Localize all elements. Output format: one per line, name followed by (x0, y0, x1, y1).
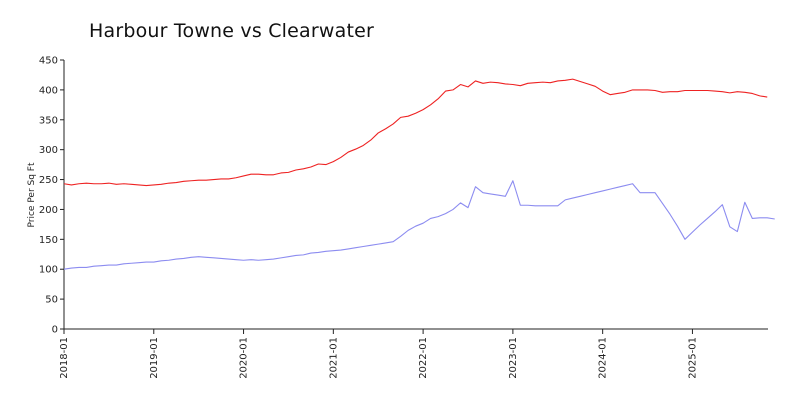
y-tick-label: 300 (39, 145, 58, 156)
chart-title: Harbour Towne vs Clearwater (89, 20, 375, 42)
axes: 0 50 100 150 200 250 300 350 400 450 2018-01 2019-0… (39, 56, 768, 379)
x-tick-label: 2025-01 (687, 337, 698, 379)
y-tick-label: 150 (39, 235, 58, 246)
y-tick-label: 400 (39, 85, 58, 96)
x-tick-label: 2018-01 (59, 337, 70, 379)
y-tick-label: 100 (39, 265, 58, 276)
x-tick-label: 2019-01 (149, 337, 160, 379)
series-line-2 (63, 180, 775, 270)
y-tick-label: 350 (39, 115, 58, 126)
y-tick-label: 200 (39, 205, 58, 216)
x-tick-label: 2020-01 (239, 337, 250, 379)
y-tick-label: 450 (39, 56, 58, 67)
x-tick-label: 2022-01 (418, 337, 429, 379)
x-tick-label: 2024-01 (598, 337, 609, 379)
series-line-1 (63, 78, 768, 187)
x-tick-label: 2021-01 (328, 337, 339, 379)
x-tick-label: 2023-01 (508, 337, 519, 379)
y-axis-label: Price Per Sq Ft (27, 162, 37, 227)
series-layer (63, 78, 775, 270)
y-tick-label: 250 (39, 175, 58, 186)
y-tick-label: 0 (52, 325, 58, 336)
y-tick-label: 50 (45, 295, 58, 306)
